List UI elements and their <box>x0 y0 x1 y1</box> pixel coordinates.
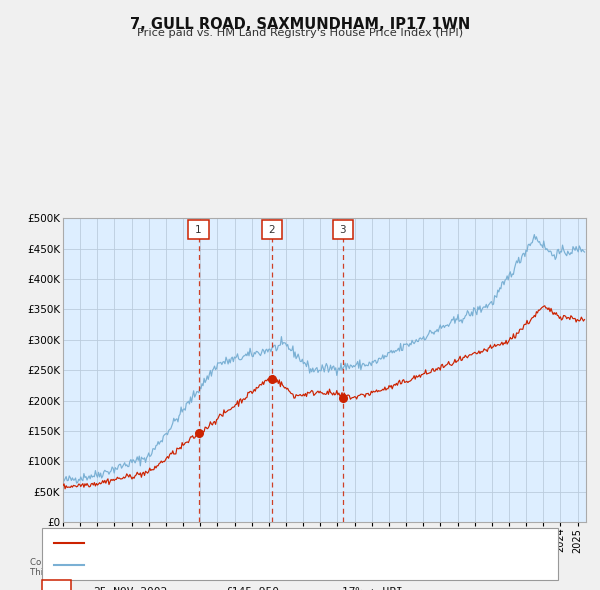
Text: Contains HM Land Registry data © Crown copyright and database right 2024.
This d: Contains HM Land Registry data © Crown c… <box>30 558 365 577</box>
Text: 25-NOV-2002: 25-NOV-2002 <box>93 587 167 590</box>
Text: 2: 2 <box>268 225 275 234</box>
Text: Price paid vs. HM Land Registry's House Price Index (HPI): Price paid vs. HM Land Registry's House … <box>137 28 463 38</box>
Text: 7, GULL ROAD, SAXMUNDHAM, IP17 1WN: 7, GULL ROAD, SAXMUNDHAM, IP17 1WN <box>130 17 470 31</box>
Text: 1: 1 <box>195 225 202 234</box>
Text: £145,950: £145,950 <box>225 587 279 590</box>
Text: 17% ↓ HPI: 17% ↓ HPI <box>342 587 403 590</box>
Text: 3: 3 <box>340 225 346 234</box>
Text: HPI: Average price, detached house, East Suffolk: HPI: Average price, detached house, East… <box>93 560 348 569</box>
Text: 1: 1 <box>53 585 60 590</box>
Text: 7, GULL ROAD, SAXMUNDHAM, IP17 1WN (detached house): 7, GULL ROAD, SAXMUNDHAM, IP17 1WN (deta… <box>93 539 403 548</box>
